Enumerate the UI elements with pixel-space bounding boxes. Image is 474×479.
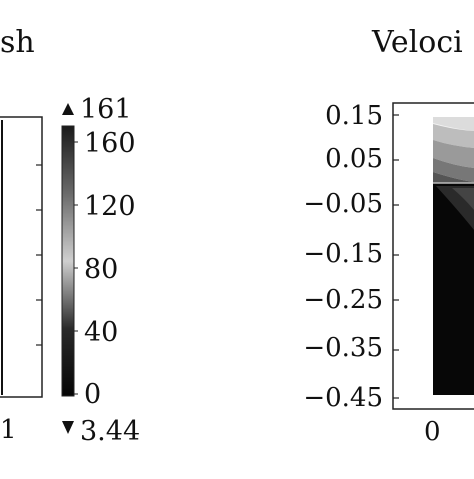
colorbar-gradient <box>61 125 75 397</box>
left-x-tick-label: 1 <box>0 415 17 445</box>
velocity-field <box>433 117 474 395</box>
colorbar-tick-120: 120 <box>84 191 136 222</box>
colorbar-max-triangle <box>62 103 74 115</box>
right-y-tick-m0.05: −0.05 <box>303 189 383 219</box>
right-x-tick-label: 0 <box>424 417 441 447</box>
right-y-tick-m0.15: −0.15 <box>303 239 383 269</box>
colorbar-tick-160: 160 <box>84 128 136 159</box>
colorbar-tick-80: 80 <box>84 254 118 285</box>
right-panel-title: Veloci <box>371 25 463 60</box>
colorbar-tick-40: 40 <box>84 317 118 348</box>
colorbar-tick-0: 0 <box>84 379 101 410</box>
right-y-tick-m0.45: −0.45 <box>303 383 383 413</box>
colorbar-min-triangle <box>62 421 74 434</box>
right-y-tick-0.05: 0.05 <box>325 144 383 174</box>
right-y-tick-0.15: 0.15 <box>325 101 383 131</box>
colorbar-max-label: 161 <box>80 94 132 125</box>
colorbar-min-label: 3.44 <box>80 416 140 447</box>
right-y-tick-m0.25: −0.25 <box>303 285 383 315</box>
left-plot-frame <box>0 116 43 398</box>
colorbar: 161 160 120 80 40 0 3.44 <box>61 94 140 447</box>
left-panel-title: sh <box>0 25 35 60</box>
right-y-axis: 0.15 0.05 −0.05 −0.15 −0.25 −0.35 −0.45 <box>303 101 383 413</box>
right-y-tick-m0.35: −0.35 <box>303 333 383 363</box>
